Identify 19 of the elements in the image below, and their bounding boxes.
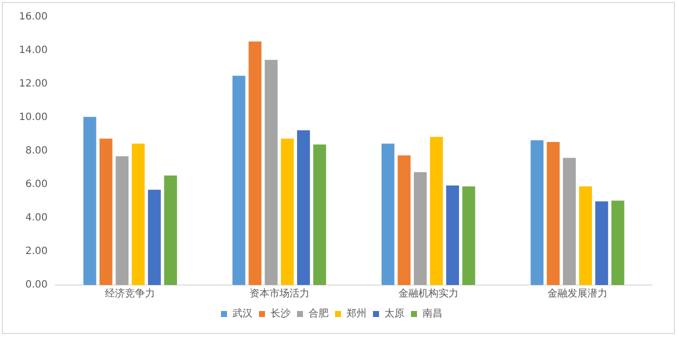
y-tick-label: 16.00 <box>18 12 48 23</box>
x-tick-label: 资本市场活力 <box>249 288 310 300</box>
legend-label: 太原 <box>384 308 404 320</box>
y-tick-label: 12.00 <box>18 78 48 90</box>
y-tick-label: 10.00 <box>18 112 48 124</box>
legend-label: 郑州 <box>346 308 366 320</box>
y-tick-label: 0.00 <box>25 280 48 291</box>
y-tick-label: 2.00 <box>25 246 48 258</box>
legend-label: 长沙 <box>270 308 290 320</box>
x-tick-label: 金融发展潜力 <box>547 288 608 300</box>
x-tick-label: 金融机构实力 <box>398 288 458 300</box>
y-tick-label: 14.00 <box>18 45 48 56</box>
legend-label: 南昌 <box>422 308 442 320</box>
legend-label: 武汉 <box>232 308 252 320</box>
x-tick-label: 经济竞争力 <box>105 288 156 300</box>
y-tick-label: 4.00 <box>25 212 48 224</box>
y-tick-label: 8.00 <box>25 146 48 157</box>
y-tick-label: 6.00 <box>25 179 48 190</box>
legend-label: 合肥 <box>308 308 328 320</box>
